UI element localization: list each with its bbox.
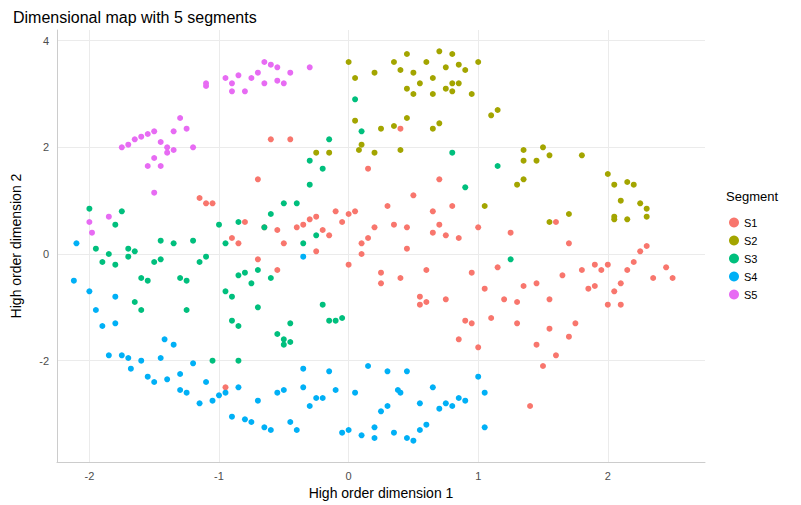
svg-text:S4: S4 xyxy=(744,271,757,283)
svg-text:High order dimension 1: High order dimension 1 xyxy=(309,485,454,501)
svg-text:S1: S1 xyxy=(744,217,757,229)
svg-text:0: 0 xyxy=(43,248,49,260)
svg-text:-2: -2 xyxy=(85,470,95,482)
svg-text:Segment: Segment xyxy=(726,189,778,204)
svg-text:-2: -2 xyxy=(39,355,49,367)
svg-text:S5: S5 xyxy=(744,289,757,301)
svg-text:2: 2 xyxy=(605,470,611,482)
svg-text:S3: S3 xyxy=(744,253,757,265)
svg-text:-1: -1 xyxy=(214,470,224,482)
svg-text:High order dimension 2: High order dimension 2 xyxy=(8,173,24,318)
svg-text:2: 2 xyxy=(43,141,49,153)
svg-text:0: 0 xyxy=(346,470,352,482)
svg-text:Dimensional map with 5 segment: Dimensional map with 5 segments xyxy=(13,9,257,26)
svg-text:S2: S2 xyxy=(744,235,757,247)
svg-text:1: 1 xyxy=(475,470,481,482)
svg-text:4: 4 xyxy=(43,35,49,47)
